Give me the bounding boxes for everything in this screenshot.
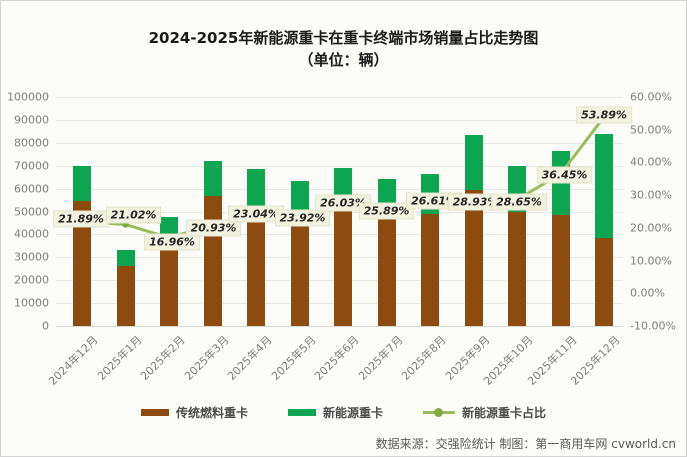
share-data-label: 53.89% bbox=[576, 106, 632, 124]
left-axis-tick-label: 50000 bbox=[14, 205, 49, 218]
traditional-bar-segment bbox=[160, 235, 178, 326]
grid-line bbox=[56, 97, 623, 98]
right-axis-tick-label: 20.00% bbox=[630, 221, 672, 235]
traditional-bar-segment bbox=[290, 215, 309, 326]
new-energy-bar-segment bbox=[203, 161, 222, 196]
chart-title: 2024-2025年新能源重卡在重卡终端市场销量占比走势图 （单位：辆） bbox=[1, 27, 686, 71]
traditional-bar-segment bbox=[508, 211, 526, 326]
right-axis-tick-label: 60.00% bbox=[630, 90, 672, 104]
traditional-bar-segment bbox=[377, 216, 396, 326]
traditional-bar-segment bbox=[595, 237, 613, 326]
left-axis-tick-label: 40000 bbox=[14, 227, 49, 241]
traditional-bar-segment bbox=[551, 214, 570, 326]
traditional-bar-segment bbox=[421, 214, 439, 326]
x-axis-category-label: 2025年7月 bbox=[355, 333, 406, 383]
left-axis-tick-label: 10000 bbox=[14, 296, 49, 310]
grid-line bbox=[56, 119, 623, 121]
left-axis-tick-label: 80000 bbox=[14, 136, 49, 150]
new-energy-bar-segment bbox=[464, 135, 483, 191]
source-credit: 数据来源：交强险统计 制图：第一商用车网 cvworld.cn bbox=[375, 437, 676, 451]
legend-label-traditional: 传统燃料重卡 bbox=[175, 406, 248, 420]
left-axis-tick-label: 30000 bbox=[14, 250, 49, 264]
traditional-bar-segment bbox=[334, 209, 352, 326]
right-axis-tick-label: -10.00% bbox=[630, 319, 676, 333]
chart-title-line1: 2024-2025年新能源重卡在重卡终端市场销量占比走势图 bbox=[148, 29, 539, 47]
grid-line bbox=[56, 326, 623, 327]
right-axis-tick-label: 40.00% bbox=[630, 155, 672, 169]
share-data-label: 28.65% bbox=[491, 193, 547, 211]
legend-item-share: 新能源重卡占比 bbox=[423, 404, 546, 421]
left-axis-tick-label: 70000 bbox=[14, 159, 49, 173]
x-axis-category-label: 2025年5月 bbox=[268, 333, 319, 383]
share-data-label: 36.45% bbox=[536, 166, 593, 184]
left-axis-tick-label: 100000 bbox=[7, 90, 49, 104]
legend-label-share: 新能源重卡占比 bbox=[462, 406, 547, 420]
legend-item-new-energy: 新能源重卡 bbox=[287, 404, 383, 421]
traditional-bar-segment bbox=[116, 266, 135, 326]
new-energy-bar-segment bbox=[73, 165, 91, 201]
share-line-swatch-icon bbox=[423, 408, 455, 417]
legend-label-new-energy: 新能源重卡 bbox=[322, 406, 383, 420]
traditional-bar-segment bbox=[464, 190, 483, 326]
traditional-bar-segment bbox=[247, 205, 265, 326]
new-energy-bar-segment bbox=[247, 169, 265, 206]
grid-line bbox=[56, 142, 623, 144]
share-line-marker-icon bbox=[434, 408, 443, 417]
x-axis-category-label: 2025年8月 bbox=[399, 333, 449, 383]
left-axis-tick-label: 90000 bbox=[14, 113, 49, 127]
right-axis-tick-label: 0.00% bbox=[630, 286, 665, 300]
traditional-bar-segment bbox=[203, 195, 222, 326]
left-axis-tick-label: 0 bbox=[42, 319, 49, 333]
share-data-label: 21.89% bbox=[53, 210, 109, 228]
new-energy-bar-swatch-icon bbox=[287, 409, 316, 416]
share-data-label: 21.02% bbox=[105, 206, 162, 224]
right-axis-tick-label: 50.00% bbox=[630, 123, 672, 137]
x-axis-category-label: 2025年6月 bbox=[312, 333, 362, 383]
new-energy-bar-segment bbox=[116, 250, 135, 267]
chart-title-line2: （单位：辆） bbox=[298, 51, 389, 69]
legend-item-traditional: 传统燃料重卡 bbox=[140, 404, 248, 421]
legend: 传统燃料重卡 新能源重卡 新能源重卡占比 bbox=[1, 404, 686, 421]
right-axis-tick-label: 10.00% bbox=[630, 254, 672, 268]
left-axis-tick-label: 20000 bbox=[14, 273, 49, 287]
x-axis-category-label: 2025年1月 bbox=[94, 333, 145, 383]
share-data-label: 23.92% bbox=[274, 209, 331, 227]
x-axis-category-label: 2025年3月 bbox=[181, 333, 232, 383]
x-axis-category-label: 2024年12月 bbox=[46, 333, 101, 388]
new-energy-bar-segment bbox=[595, 134, 613, 238]
traditional-bar-swatch-icon bbox=[140, 409, 169, 416]
left-axis-tick-label: 60000 bbox=[14, 182, 49, 196]
x-axis-category-label: 2025年2月 bbox=[138, 333, 188, 383]
x-axis-category-label: 2025年4月 bbox=[225, 333, 275, 383]
right-axis-tick-label: 30.00% bbox=[630, 188, 672, 202]
